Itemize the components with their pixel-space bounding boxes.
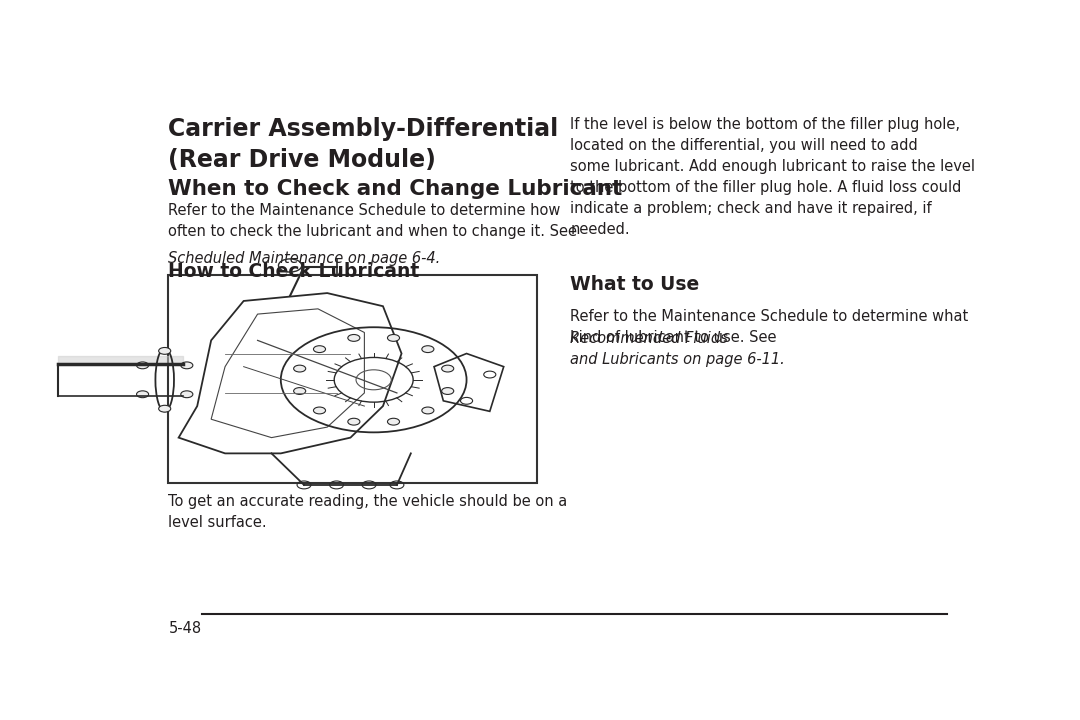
Circle shape [294, 387, 306, 395]
Text: Recommended Fluids
and Lubricants on page 6-11.: Recommended Fluids and Lubricants on pag… [570, 331, 785, 367]
Circle shape [159, 348, 171, 354]
Circle shape [313, 346, 325, 353]
Text: (Rear Drive Module): (Rear Drive Module) [168, 148, 436, 173]
Circle shape [180, 362, 193, 369]
Circle shape [313, 407, 325, 414]
Text: 5-48: 5-48 [168, 621, 202, 636]
Text: If the level is below the bottom of the filler plug hole,
located on the differe: If the level is below the bottom of the … [570, 117, 975, 237]
Circle shape [348, 335, 360, 341]
Circle shape [136, 391, 149, 397]
Circle shape [348, 418, 360, 425]
Circle shape [136, 362, 149, 369]
Text: Refer to the Maintenance Schedule to determine what
kind of lubricant to use. Se: Refer to the Maintenance Schedule to det… [570, 310, 969, 346]
Circle shape [422, 346, 434, 353]
Text: Refer to the Maintenance Schedule to determine how
often to check the lubricant : Refer to the Maintenance Schedule to det… [168, 203, 578, 260]
Text: What to Use: What to Use [570, 275, 700, 294]
Text: How to Check Lubricant: How to Check Lubricant [168, 262, 420, 281]
Text: Carrier Assembly-Differential: Carrier Assembly-Differential [168, 117, 558, 141]
Text: To get an accurate reading, the vehicle should be on a
level surface.: To get an accurate reading, the vehicle … [168, 494, 568, 530]
Text: When to Check and Change Lubricant: When to Check and Change Lubricant [168, 179, 623, 199]
Circle shape [180, 391, 193, 397]
Circle shape [388, 418, 400, 425]
Circle shape [159, 405, 171, 412]
Circle shape [422, 407, 434, 414]
Text: Scheduled Maintenance on page 6-4.: Scheduled Maintenance on page 6-4. [168, 251, 441, 266]
Circle shape [442, 387, 454, 395]
Circle shape [294, 365, 306, 372]
Circle shape [388, 335, 400, 341]
Circle shape [442, 365, 454, 372]
Bar [168, 275, 537, 483]
